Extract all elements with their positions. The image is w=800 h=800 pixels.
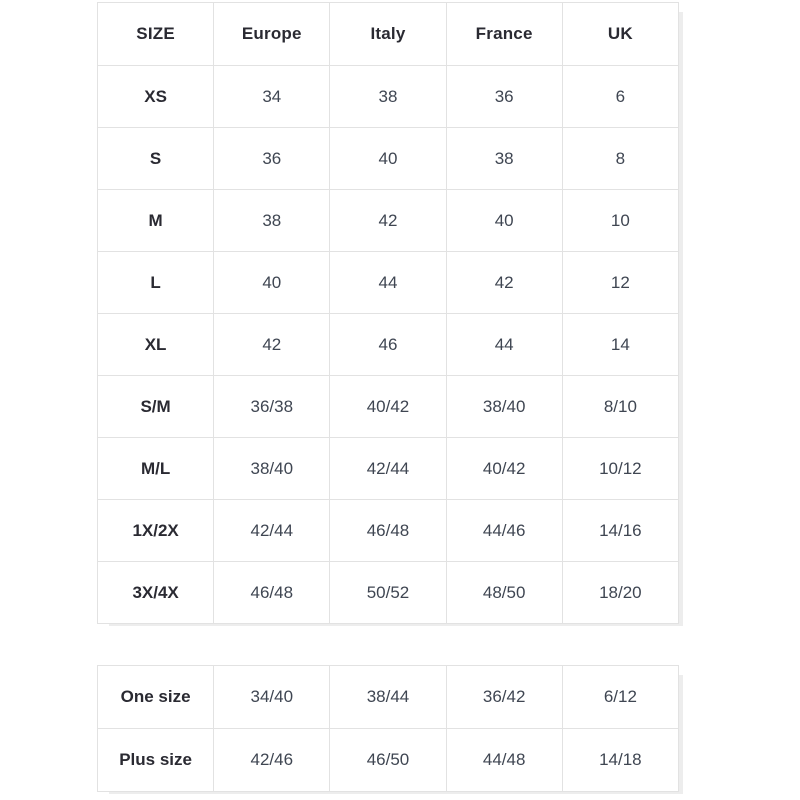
size-value-cell: 40/42: [445, 437, 563, 500]
size-value-cell: 38: [445, 127, 563, 190]
size-value-cell: 38: [213, 189, 331, 252]
size-value-cell: 18/20: [561, 561, 680, 624]
size-label-cell: XS: [96, 65, 215, 128]
size-value-cell: 46/50: [329, 728, 447, 792]
size-label-cell: One size: [96, 665, 215, 729]
size-label-cell: S: [96, 127, 215, 190]
size-value-cell: 36: [213, 127, 331, 190]
size-label-cell: 1X/2X: [96, 499, 215, 562]
table-row: XS 34 38 36 6: [96, 65, 680, 128]
size-conversion-table-header: SIZE Europe Italy France UK: [96, 2, 680, 66]
size-value-cell: 44/48: [445, 728, 563, 792]
size-value-cell: 42/44: [213, 499, 331, 562]
size-value-cell: 46/48: [213, 561, 331, 624]
table-row: M 38 42 40 10: [96, 189, 680, 252]
size-value-cell: 40: [213, 251, 331, 314]
size-value-cell: 38/40: [213, 437, 331, 500]
size-value-cell: 10/12: [561, 437, 680, 500]
special-sizes-table-body: One size 34/40 38/44 36/42 6/12 Plus size 42/4…: [96, 665, 680, 792]
header-cell: SIZE: [96, 2, 215, 66]
table-row: 1X/2X 42/44 46/48 44/46 14/16: [96, 499, 680, 562]
size-value-cell: 12: [561, 251, 680, 314]
size-value-cell: 46/48: [329, 499, 447, 562]
size-value-cell: 36/38: [213, 375, 331, 438]
size-value-cell: 44: [445, 313, 563, 376]
header-cell: Italy: [329, 2, 447, 66]
size-label-cell: S/M: [96, 375, 215, 438]
size-label-cell: M/L: [96, 437, 215, 500]
size-value-cell: 42: [213, 313, 331, 376]
size-value-cell: 34/40: [213, 665, 331, 729]
size-value-cell: 6: [561, 65, 680, 128]
header-cell: France: [445, 2, 563, 66]
size-value-cell: 44: [329, 251, 447, 314]
table-row: S/M 36/38 40/42 38/40 8/10: [96, 375, 680, 438]
size-value-cell: 42: [445, 251, 563, 314]
size-value-cell: 38/44: [329, 665, 447, 729]
header-row: SIZE Europe Italy France UK: [96, 2, 680, 66]
header-cell: Europe: [213, 2, 331, 66]
size-value-cell: 34: [213, 65, 331, 128]
size-value-cell: 40: [445, 189, 563, 252]
size-value-cell: 46: [329, 313, 447, 376]
size-value-cell: 38/40: [445, 375, 563, 438]
table-row: XL 42 46 44 14: [96, 313, 680, 376]
size-label-cell: 3X/4X: [96, 561, 215, 624]
size-value-cell: 38: [329, 65, 447, 128]
size-value-cell: 14/18: [561, 728, 680, 792]
size-value-cell: 40: [329, 127, 447, 190]
size-value-cell: 14/16: [561, 499, 680, 562]
table-row: Plus size 42/46 46/50 44/48 14/18: [96, 728, 680, 792]
size-value-cell: 42/46: [213, 728, 331, 792]
size-value-cell: 36: [445, 65, 563, 128]
size-value-cell: 40/42: [329, 375, 447, 438]
size-value-cell: 6/12: [561, 665, 680, 729]
size-value-cell: 8: [561, 127, 680, 190]
special-sizes-table: One size 34/40 38/44 36/42 6/12 Plus size 42/4…: [96, 665, 680, 792]
size-conversion-table: SIZE Europe Italy France UK XS 34 38 36 6 S 36 40 38…: [96, 2, 680, 624]
size-label-cell: XL: [96, 313, 215, 376]
size-value-cell: 42: [329, 189, 447, 252]
table-row: One size 34/40 38/44 36/42 6/12: [96, 665, 680, 729]
size-value-cell: 48/50: [445, 561, 563, 624]
size-value-cell: 10: [561, 189, 680, 252]
size-value-cell: 50/52: [329, 561, 447, 624]
table-row: S 36 40 38 8: [96, 127, 680, 190]
size-label-cell: M: [96, 189, 215, 252]
size-label-cell: L: [96, 251, 215, 314]
table-row: 3X/4X 46/48 50/52 48/50 18/20: [96, 561, 680, 624]
table-row: M/L 38/40 42/44 40/42 10/12: [96, 437, 680, 500]
size-value-cell: 14: [561, 313, 680, 376]
header-cell: UK: [561, 2, 680, 66]
table-row: L 40 44 42 12: [96, 251, 680, 314]
size-value-cell: 8/10: [561, 375, 680, 438]
size-value-cell: 44/46: [445, 499, 563, 562]
size-value-cell: 36/42: [445, 665, 563, 729]
size-label-cell: Plus size: [96, 728, 215, 792]
size-value-cell: 42/44: [329, 437, 447, 500]
size-conversion-table-body: XS 34 38 36 6 S 36 40 38 8 M 38 42 40 10 L 40 44 42 12 XL 42 4…: [96, 65, 680, 624]
